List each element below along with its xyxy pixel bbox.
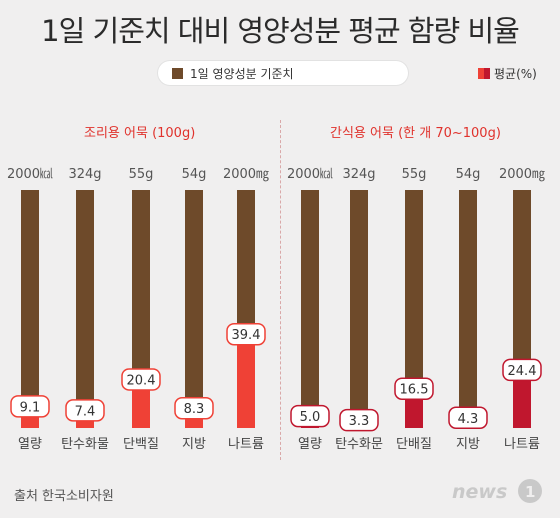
reference-label: 2000㎉ bbox=[287, 167, 333, 182]
value-label: 7.4 bbox=[75, 404, 96, 419]
svg-text:1: 1 bbox=[525, 483, 535, 501]
legend: 1일 영양성분 기준치 평균(%) bbox=[158, 61, 537, 85]
value-label: 3.3 bbox=[349, 414, 370, 429]
reference-label: 324g bbox=[68, 167, 101, 182]
value-label-box bbox=[121, 368, 161, 391]
base-bar bbox=[185, 190, 203, 428]
panel-divider bbox=[280, 120, 281, 460]
base-bar bbox=[301, 190, 319, 428]
value-label: 20.4 bbox=[127, 373, 156, 388]
legend-swatch-base bbox=[172, 68, 183, 79]
value-label-box bbox=[10, 395, 50, 418]
legend-label-base: 1일 영양성분 기준치 bbox=[190, 67, 294, 81]
reference-label: 54g bbox=[456, 167, 481, 182]
reference-label: 2000㎉ bbox=[7, 167, 53, 182]
value-label: 24.4 bbox=[508, 364, 537, 379]
value-label: 39.4 bbox=[232, 328, 261, 343]
legend-swatch-avg-cooking bbox=[478, 68, 484, 79]
category-label: 탄수화물 bbox=[61, 437, 109, 452]
category-label: 나트륨 bbox=[504, 437, 540, 452]
news1-logo: news 1 bbox=[452, 479, 542, 503]
avg-bar bbox=[237, 334, 255, 428]
value-label: 5.0 bbox=[300, 410, 321, 425]
category-label: 단배질 bbox=[396, 437, 432, 452]
base-bar bbox=[76, 190, 94, 428]
reference-label: 55g bbox=[402, 167, 427, 182]
value-label-box bbox=[502, 358, 542, 382]
category-label: 지방 bbox=[456, 437, 480, 452]
value-label: 4.3 bbox=[458, 412, 479, 427]
base-bar bbox=[21, 190, 39, 428]
category-label: 나트륨 bbox=[228, 437, 264, 452]
legend-label-avg: 평균(%) bbox=[494, 67, 537, 81]
category-label: 단백질 bbox=[123, 437, 159, 452]
base-bar bbox=[405, 190, 423, 428]
value-label-box bbox=[226, 322, 266, 346]
avg-bar bbox=[513, 369, 531, 428]
base-bar bbox=[350, 190, 368, 428]
category-label: 열량 bbox=[18, 437, 42, 452]
reference-label: 324g bbox=[342, 167, 375, 182]
base-bar bbox=[459, 190, 477, 428]
category-label: 탄수화문 bbox=[335, 437, 383, 452]
value-label-box bbox=[394, 377, 434, 400]
value-label-box bbox=[290, 404, 330, 428]
avg-bar bbox=[132, 379, 150, 428]
reference-label: 2000㎎ bbox=[499, 167, 545, 182]
value-label: 9.1 bbox=[20, 400, 41, 415]
value-label-box bbox=[339, 408, 379, 432]
reference-label: 55g bbox=[129, 167, 154, 182]
svg-text:news: news bbox=[452, 481, 507, 503]
panel-title-cooking: 조리용 어묵 (100g) bbox=[84, 126, 196, 141]
category-label: 지방 bbox=[182, 437, 206, 452]
legend-swatch-avg-snack bbox=[484, 68, 490, 79]
category-label: 열량 bbox=[298, 437, 322, 452]
value-label: 16.5 bbox=[400, 383, 429, 398]
value-label-box bbox=[65, 399, 105, 422]
reference-label: 54g bbox=[182, 167, 207, 182]
chart-title: 1일 기준치 대비 영양성분 평균 함량 비율 bbox=[41, 14, 520, 48]
panel-title-snack: 간식용 어묵 (한 개 70~100g) bbox=[330, 126, 501, 141]
value-label: 8.3 bbox=[184, 402, 205, 417]
source-note: 출처 한국소비자원 bbox=[14, 489, 114, 504]
value-label-box bbox=[448, 406, 488, 430]
value-label-box bbox=[174, 396, 214, 420]
reference-label: 2000㎎ bbox=[223, 167, 269, 182]
